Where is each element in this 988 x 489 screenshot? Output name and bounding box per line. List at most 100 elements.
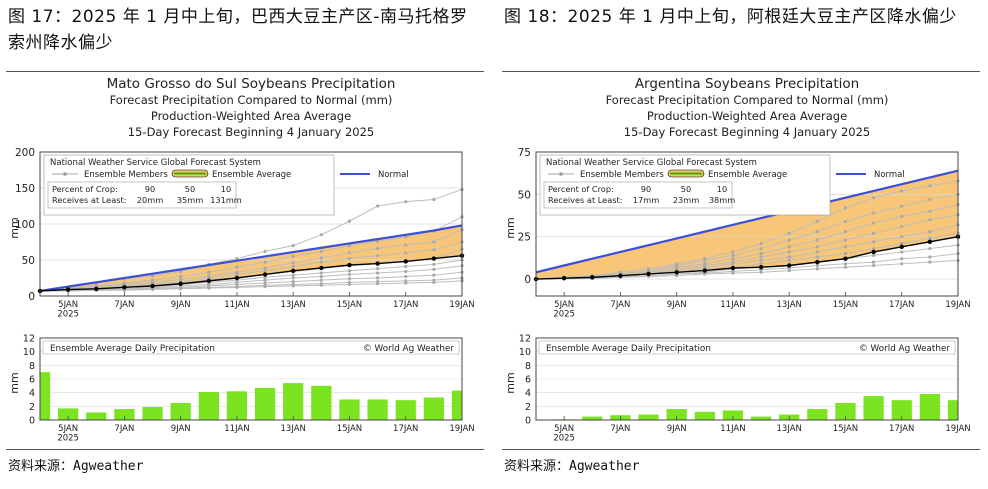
daily-precip-bar (339, 399, 360, 420)
figure-17-panel: 图 17：2025 年 1 月中上旬，巴西大豆主产区-南马托格罗索州降水偏少 M… (6, 0, 486, 489)
ensemble-member-line (40, 280, 463, 292)
daily-precip-bar (226, 391, 248, 420)
crop-table-frame (543, 181, 733, 209)
ensemble-member-point (843, 262, 848, 266)
ensemble-average-point (122, 285, 127, 290)
y-tick-label: 100 (15, 219, 35, 231)
ensemble-member-point (759, 262, 763, 266)
ensemble-member-line (535, 214, 959, 280)
ensemble-member-point (263, 285, 267, 289)
daily-precip-bar (638, 414, 659, 420)
daily-precip-bar (170, 402, 191, 420)
ensemble-member-point (731, 262, 735, 266)
ensemble-member-point (843, 230, 848, 234)
bar-plot-frame (535, 337, 959, 421)
x-tick-label: 7JAN (610, 300, 630, 310)
ensemble-average-point (234, 275, 240, 281)
x-tick-label: 15JAN (337, 300, 362, 310)
ensemble-average-point (646, 271, 651, 277)
x-tick-label: 11JAN (224, 300, 249, 310)
normal-line (535, 169, 959, 274)
legend-title: National Weather Service Global Forecast… (50, 158, 261, 168)
bar-chart-credit: © World Ag Weather (859, 344, 950, 354)
crop-table-row2-label: Receives at Least: (548, 195, 622, 205)
crop-table-row2-label: Receives at Least: (52, 195, 126, 205)
ensemble-member-line (39, 271, 463, 292)
ensemble-member-point (319, 249, 323, 253)
bar-x-tick-label: 13JAN (281, 424, 306, 434)
bar-y-tick-label: 10 (519, 347, 531, 358)
bar-chart-credit: © World Ag Weather (363, 344, 454, 354)
bar-y-tick-label: 10 (23, 347, 35, 358)
ensemble-member-point (347, 282, 352, 287)
bar-x-tick-label: 5JAN 2025 (57, 424, 79, 444)
chart-title-line-3: Production-Weighted Area Average (647, 109, 847, 123)
figure-18-chart: Argentina Soybeans PrecipitationForecast… (504, 76, 971, 444)
ensemble-member-point (432, 273, 436, 277)
ensemble-member-point (432, 262, 436, 266)
bar-y-tick-label: 8 (29, 361, 35, 372)
ensemble-member-point (376, 271, 380, 275)
ensemble-member-point (787, 238, 791, 242)
ensemble-member-point (404, 264, 408, 269)
ensemble-member-point (675, 274, 679, 278)
ensemble-average-point (590, 275, 595, 280)
ensemble-member-point (404, 274, 408, 279)
ensemble-average-point (431, 256, 437, 261)
crop-table-row1-label: Percent of Crop: (52, 184, 118, 194)
bar-x-tick-label: 7JAN (610, 424, 630, 434)
y-tick-label: 50 (518, 189, 531, 201)
legend: National Weather Service Global Forecast… (43, 154, 409, 216)
bar-y-tick-label: 12 (23, 334, 35, 345)
ensemble-member-point (179, 269, 183, 274)
ensemble-member-point (291, 276, 295, 280)
daily-precip-bar (582, 416, 603, 420)
x-tick-label: 17JAN (393, 300, 418, 310)
bar-x-tick-label: 17JAN (393, 424, 418, 434)
y-tick-label: 0 (524, 274, 531, 286)
y-tick-label: 200 (15, 147, 35, 159)
daily-precip-bar (58, 408, 79, 420)
ensemble-average-point (94, 286, 99, 291)
chart-title-line-2: Forecast Precipitation Compared to Norma… (110, 93, 393, 107)
ensemble-average-point (375, 261, 380, 266)
bar-x-tick-label: 11JAN (720, 424, 745, 434)
ensemble-average-point (618, 273, 623, 278)
ensemble-average-point (150, 283, 155, 289)
ensemble-member-point (815, 255, 819, 259)
ensemble-average-point (561, 276, 567, 281)
ensemble-member-point (759, 241, 763, 246)
ensemble-member-point (872, 240, 876, 244)
ensemble-member-point (900, 241, 904, 246)
ensemble-member-point (263, 269, 267, 273)
ensemble-member-point (150, 274, 155, 278)
bar-y-tick-label: 6 (525, 375, 531, 386)
ensemble-member-point (928, 246, 932, 251)
ensemble-member-point (900, 257, 904, 261)
legend-member-label: Ensemble Members (580, 170, 664, 180)
x-tick-label: 19JAN (449, 300, 474, 310)
bar-chart-title: Ensemble Average Daily Precipitation (546, 344, 711, 354)
source-rule (502, 449, 980, 450)
ensemble-member-point (319, 271, 323, 275)
y-axis-label: mm (504, 217, 517, 238)
ensemble-member-point (319, 274, 323, 279)
bar-x-tick-label: 9JAN (171, 424, 191, 434)
daily-precip-bar (283, 383, 304, 420)
ensemble-member-point (319, 278, 323, 282)
daily-precip-bar (807, 409, 828, 420)
ensemble-member-point (872, 260, 876, 264)
daily-precip-bar (395, 400, 416, 420)
ensemble-member-point (815, 219, 819, 224)
ensemble-member-point (150, 287, 155, 292)
bar-y-tick-label: 4 (525, 388, 531, 399)
bar-y-tick-label: 2 (29, 402, 35, 413)
ensemble-member-point (928, 197, 932, 202)
crop-table-percent: 50 (185, 184, 195, 194)
ensemble-member-point (376, 282, 380, 286)
ensemble-member-point (319, 256, 323, 260)
daily-precip-bar (947, 400, 958, 420)
ensemble-member-point (291, 261, 295, 265)
crop-table-amount: 23mm (673, 195, 699, 205)
ensemble-member-point (815, 230, 819, 234)
